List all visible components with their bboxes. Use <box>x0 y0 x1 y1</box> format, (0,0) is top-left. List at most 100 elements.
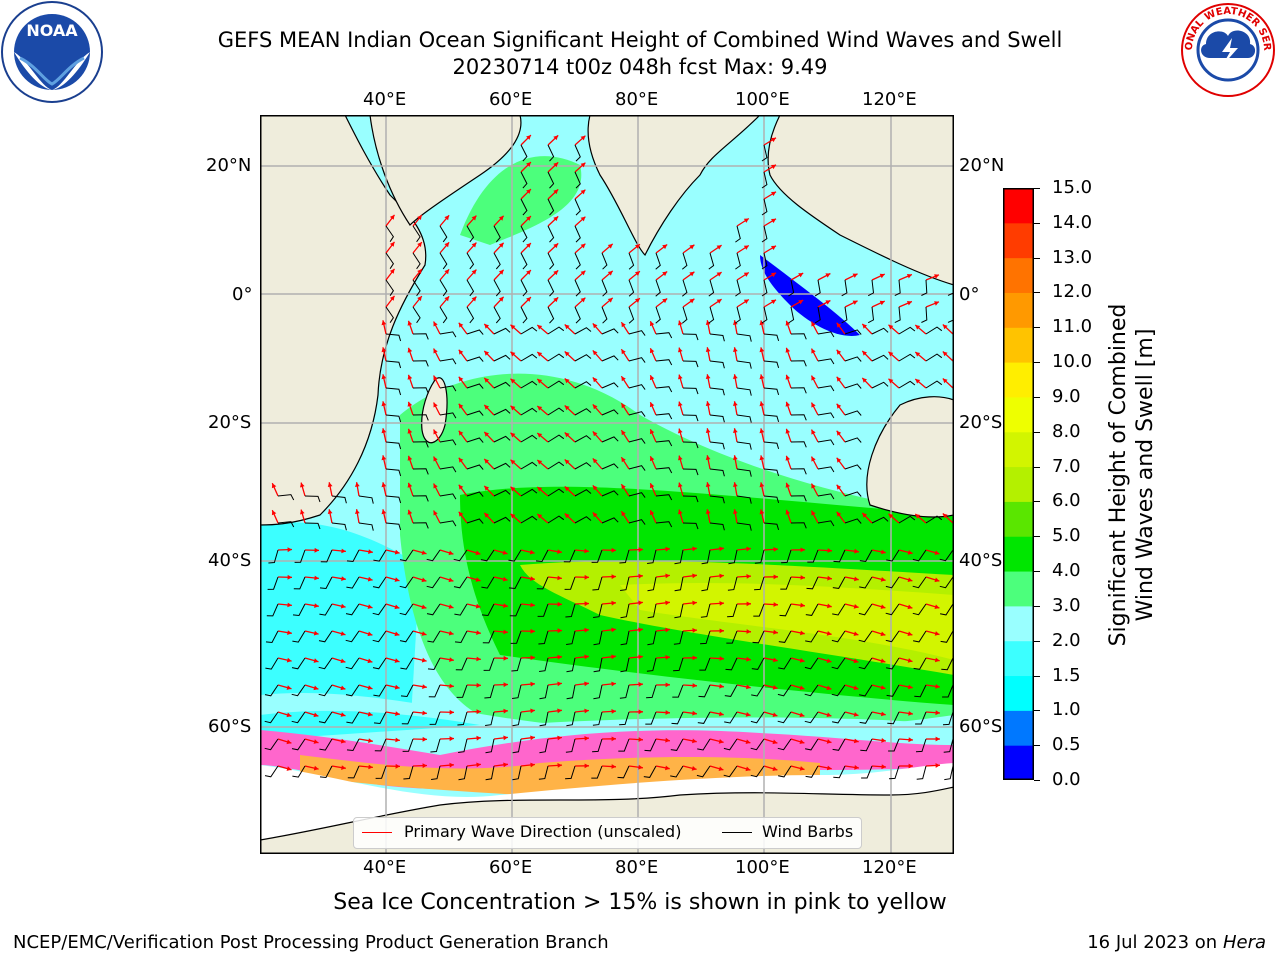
wind-barb <box>681 252 688 270</box>
wave-direction-arrowhead <box>771 299 776 305</box>
wind-barb <box>646 657 657 672</box>
wave-direction-arrowhead <box>692 546 697 552</box>
wave-direction-arrowhead <box>746 629 751 634</box>
wind-barb <box>512 711 522 727</box>
wave-direction-arrowhead <box>811 429 816 435</box>
wind-barb <box>888 738 900 752</box>
wind-barb <box>724 684 738 697</box>
wind-barb <box>466 252 475 270</box>
wind-barb <box>761 171 768 189</box>
wave-direction-arrowhead <box>340 712 346 717</box>
wind-barb <box>817 331 835 338</box>
wind-barb <box>628 492 646 498</box>
wave-direction-arrowhead <box>853 658 859 664</box>
wave-direction-arrowhead <box>692 655 697 661</box>
wind-barb <box>628 438 646 444</box>
wave-direction-arrowhead <box>381 347 387 353</box>
wind-barb <box>940 603 954 616</box>
wind-barb <box>601 463 619 470</box>
wave-direction-arrowhead <box>799 739 805 744</box>
wave-direction-arrowhead <box>678 374 683 380</box>
wind-barb <box>347 765 360 779</box>
wind-barb <box>763 333 780 342</box>
wind-barb <box>831 657 846 670</box>
wind-barb <box>643 765 657 778</box>
wave-direction-arrowhead <box>407 320 413 326</box>
wave-direction-arrowhead <box>705 455 711 460</box>
wave-direction-arrowhead <box>692 738 697 744</box>
wave-direction-arrowhead <box>476 709 481 715</box>
colorbar-tick-mark <box>1034 605 1040 607</box>
wind-barb <box>372 630 387 643</box>
wind-barb <box>790 360 807 367</box>
wind-barb <box>672 684 684 698</box>
wave-direction-arrowhead <box>394 549 400 555</box>
wave-direction-arrowhead <box>743 218 749 223</box>
wind-barb <box>345 684 360 697</box>
wave-direction-arrowhead <box>584 654 589 660</box>
wind-barb <box>592 711 603 726</box>
wind-barb <box>727 603 738 618</box>
wave-direction-arrowhead <box>799 766 805 771</box>
wind-barb <box>264 684 279 697</box>
wave-direction-arrowhead <box>705 509 711 514</box>
wave-direction-arrowhead <box>592 377 598 383</box>
wave-direction-arrowhead <box>484 404 490 410</box>
wave-direction-arrowhead <box>407 482 413 488</box>
wave-direction-arrowhead <box>826 631 832 636</box>
wave-direction-arrowhead <box>433 321 438 327</box>
wave-direction-arrowhead <box>584 763 589 769</box>
wave-direction-arrowhead <box>607 297 613 303</box>
wind-barb <box>372 576 387 589</box>
wave-direction-arrowhead <box>635 298 640 303</box>
wind-barb <box>736 468 752 477</box>
wind-barb <box>751 657 765 670</box>
lon-label-bottom-100: 100°E <box>735 857 790 878</box>
wave-direction-arrowhead <box>553 270 559 276</box>
wave-direction-arrowhead <box>300 482 305 488</box>
colorbar-tick-label: 14.0 <box>1052 211 1093 233</box>
wind-barb <box>481 576 495 589</box>
wave-direction-arrowhead <box>719 628 724 634</box>
wind-barb <box>647 576 657 592</box>
wave-direction-arrowhead <box>719 546 724 552</box>
wave-direction-arrowhead <box>444 242 450 248</box>
wave-direction-arrowhead <box>908 763 913 769</box>
wind-barb <box>779 603 792 617</box>
wave-direction-arrowhead <box>381 509 387 515</box>
wave-direction-arrowhead <box>407 347 413 353</box>
wind-barb <box>709 333 725 342</box>
wave-direction-arrowhead <box>389 295 395 301</box>
wind-barb <box>925 326 943 335</box>
se-asia-land <box>767 115 954 286</box>
wind-barb <box>536 576 549 590</box>
wave-direction-arrowhead <box>510 459 516 465</box>
wind-barb <box>345 630 360 643</box>
wind-barb <box>682 360 699 368</box>
wind-barb <box>484 684 495 699</box>
wind-barb <box>700 603 711 618</box>
wave-direction-arrowhead <box>705 482 711 487</box>
colorbar-segment <box>1003 605 1034 642</box>
wind-barb <box>817 412 835 419</box>
colorbar-label-line1: Significant Height of Combined <box>1106 303 1131 647</box>
wind-barb <box>547 279 555 297</box>
wave-direction-arrowhead <box>836 511 842 517</box>
wind-barb <box>509 603 522 617</box>
wave-direction-arrowhead <box>881 764 886 770</box>
wave-direction-arrowhead <box>381 455 387 461</box>
wave-direction-arrowhead <box>881 738 886 743</box>
wave-direction-arrowhead <box>314 603 319 608</box>
wave-direction-arrowhead <box>649 402 655 408</box>
wind-barb <box>439 358 457 365</box>
wave-direction-arrowhead <box>733 428 738 433</box>
wave-direction-arrowhead <box>759 482 765 488</box>
wind-barb <box>833 549 846 563</box>
wind-barb <box>385 252 395 269</box>
wave-direction-arrowhead <box>854 576 859 582</box>
wave-direction-arrowhead <box>448 604 454 609</box>
wind-barb <box>485 711 495 726</box>
lat-label-left-60s: 60°S <box>208 716 252 737</box>
wind-barb <box>620 657 630 673</box>
wind-barb <box>466 306 475 324</box>
